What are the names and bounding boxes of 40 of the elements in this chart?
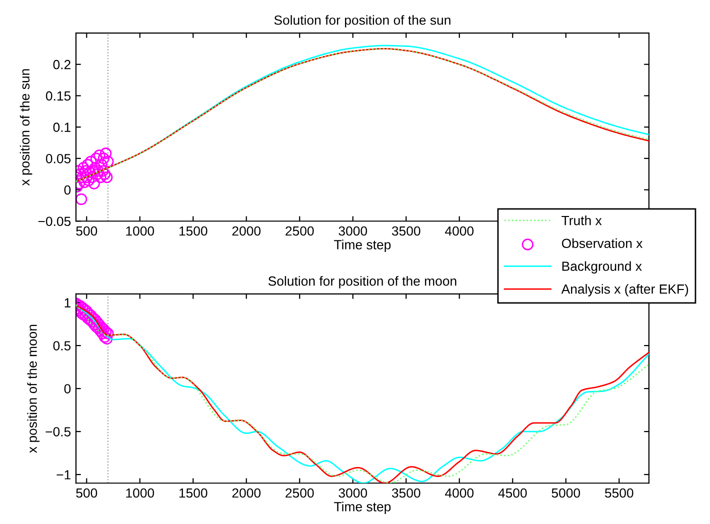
x-tick-label: 3500 [392,488,420,498]
legend-label: Background x [562,261,642,274]
x-tick-label: 5000 [552,488,580,498]
y-tick-label: 0.15 [46,91,71,101]
y-tick-label: 0.2 [53,60,70,70]
x-tick-label: 2500 [286,488,314,498]
legend-label: Observation x [562,238,643,248]
x-tick-label: 2000 [232,488,261,498]
x-axis-title: Time step [334,240,391,252]
y-axis-title: x position of the sun [20,69,32,186]
legend-label: Truth x [562,216,602,226]
legend-label: Analysis x (after EKF) [561,284,688,296]
x-tick-label: 4000 [445,488,474,498]
x-tick-label: 2500 [286,226,314,236]
y-tick-label: −0.5 [46,427,71,436]
y-tick-label: 0 [64,185,71,195]
x-tick-label: 1000 [126,226,154,236]
x-tick-label: 2000 [232,226,261,236]
x-tick-label: 4500 [498,488,527,498]
y-tick-label: −0.05 [38,216,71,226]
y-tick-label: 0 [64,384,71,394]
x-tick-label: 1000 [126,488,154,498]
x-tick-label: 3000 [338,488,368,498]
x-tick-label: 500 [76,488,98,498]
x-tick-label: 1500 [179,226,208,236]
x-tick-label: 3500 [392,226,420,236]
y-tick-label: 0.05 [46,154,71,164]
y-axis-title: x position of the moon [27,324,40,453]
x-tick-label: 500 [76,226,98,236]
x-tick-label: 1500 [179,488,208,498]
chart-title: Solution for position of the sun [274,15,450,28]
x-tick-label: 5500 [604,488,634,498]
x-axis-title: Time step [334,502,391,514]
x-tick-label: 4000 [445,226,474,236]
x-tick-label: 3000 [338,226,368,236]
y-tick-label: −1 [56,470,70,480]
y-tick-label: 0.1 [53,122,70,132]
chart-title: Solution for position of the moon [268,276,456,288]
y-tick-label: 1 [64,298,70,308]
y-tick-label: 0.5 [53,341,71,350]
